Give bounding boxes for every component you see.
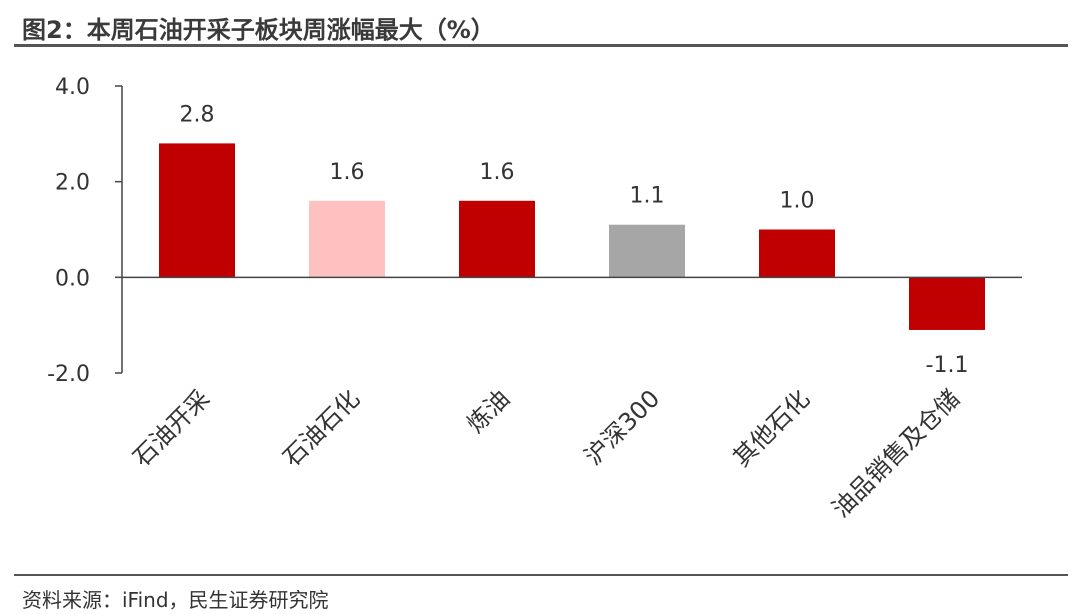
data-label: 1.6 (330, 160, 365, 185)
bar (759, 229, 835, 278)
category-label: 石油开采 (128, 384, 216, 472)
data-label: -1.1 (926, 353, 969, 378)
y-tick-label: -2.0 (47, 362, 90, 387)
y-tick-label: 0.0 (55, 266, 90, 291)
y-tick-label: 4.0 (55, 75, 90, 100)
data-labels-group: 2.8 1.6 1.6 1.1 1.0 -1.1 (180, 102, 969, 378)
data-label: 1.1 (630, 184, 665, 209)
bar (159, 143, 235, 278)
y-axis: 4.0 2.0 0.0 -2.0 (47, 75, 123, 387)
chart-title: 图2：本周石油开采子板块周涨幅最大（%） (22, 16, 495, 44)
category-label: 石油石化 (278, 384, 366, 472)
footer-divider (14, 574, 1068, 576)
bar (309, 200, 385, 278)
data-label: 1.6 (480, 160, 515, 185)
bars-group (122, 143, 1022, 330)
data-label: 1.0 (780, 189, 815, 214)
source-note: 资料来源：iFind，民生证券研究院 (22, 588, 329, 612)
data-label: 2.8 (180, 102, 215, 127)
category-label: 沪深300 (579, 384, 665, 470)
bar (909, 277, 985, 330)
y-tick-label: 2.0 (55, 171, 90, 196)
category-label: 炼油 (462, 384, 516, 438)
category-label: 其他石化 (728, 384, 816, 472)
bar (609, 224, 685, 278)
category-labels-group: 石油开采 石油石化 炼油 沪深300 其他石化 油品销售及仓储 (128, 384, 966, 523)
category-label: 油品销售及仓储 (827, 384, 966, 523)
title-divider (14, 44, 1068, 47)
bar (459, 200, 535, 278)
